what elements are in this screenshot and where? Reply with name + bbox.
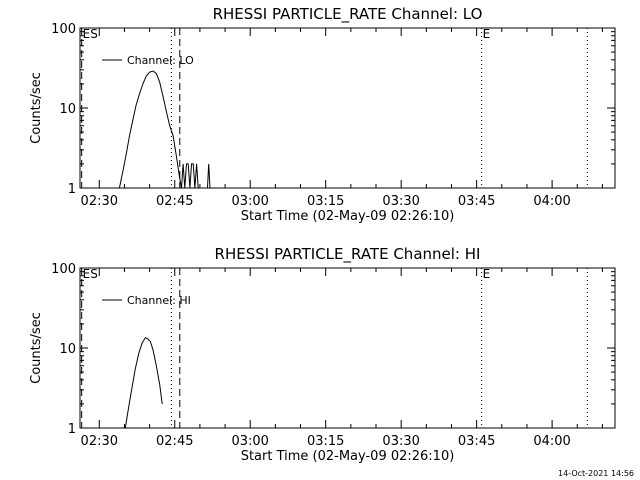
y-axis-label: Counts/sec [29,72,44,144]
legend-entry: Channel: LO [127,54,194,67]
x-tick-label: 03:00 [231,434,268,449]
x-tick-label: 02:45 [156,194,193,209]
x-tick-label: 02:45 [156,434,193,449]
y-tick-label: 100 [51,262,76,277]
plot-title: RHESSI PARTICLE_RATE Channel: LO [213,5,483,24]
y-tick-label: 1 [68,182,76,197]
x-tick-label: 03:30 [382,194,419,209]
x-tick-label: 03:15 [307,194,344,209]
x-tick-label: 03:45 [458,194,495,209]
time-marker-label: E [483,27,491,41]
series-line-lo [118,70,211,189]
x-axis-label: Start Time (02-May-09 02:26:10) [241,449,455,464]
plot-title: RHESSI PARTICLE_RATE Channel: HI [215,245,481,264]
x-tick-label: 03:15 [307,434,344,449]
y-axis-label: Counts/sec [29,312,44,384]
plot-frame [79,27,616,189]
y-tick-label: 10 [59,102,76,117]
x-axis-label: Start Time (02-May-09 02:26:10) [241,209,455,224]
plot-panel-lo: RHESSI PARTICLE_RATE Channel: LO 02:30 02:… [29,5,616,224]
series-line-hi [124,336,163,429]
x-tick-label: 03:30 [382,434,419,449]
x-tick-label: 03:45 [458,434,495,449]
legend-entry: Channel: HI [127,294,191,307]
x-tick-label: 04:00 [533,194,570,209]
y-tick-label: 10 [59,342,76,357]
plot-frame [79,267,616,429]
x-tick-label: 04:00 [533,434,570,449]
time-marker-label: E [483,267,491,281]
y-tick-label: 1 [68,422,76,437]
plot-panel-hi: RHESSI PARTICLE_RATE Channel: HI 02:30 02:… [29,245,616,464]
footer-timestamp: 14-Oct-2021 14:56 [558,469,634,478]
x-tick-label: 03:00 [231,194,268,209]
x-tick-label: 02:30 [81,434,118,449]
time-marker-label: ES [83,267,98,281]
time-marker-label: ES [83,27,98,41]
x-tick-label: 02:30 [81,194,118,209]
y-tick-label: 100 [51,22,76,37]
